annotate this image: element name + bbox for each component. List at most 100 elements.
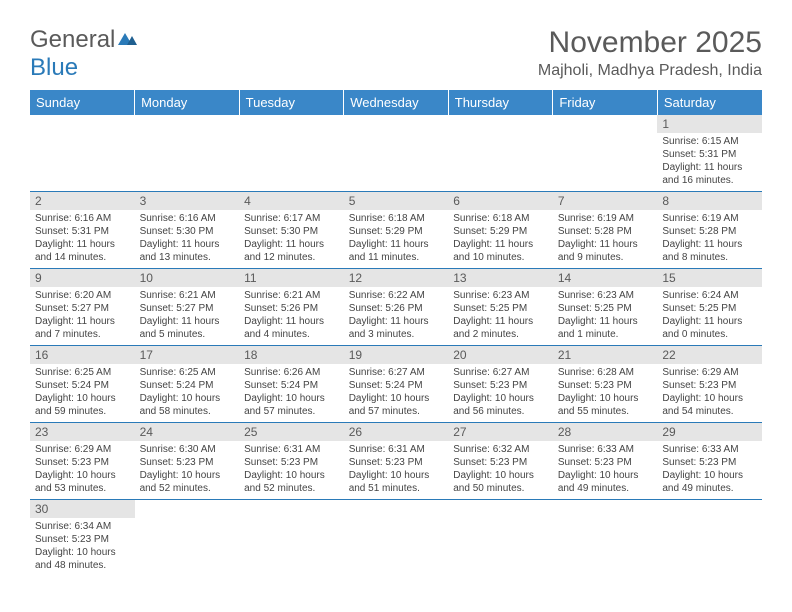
calendar-cell: 14Sunrise: 6:23 AMSunset: 5:25 PMDayligh…	[553, 269, 658, 346]
day-number: 24	[135, 423, 240, 441]
calendar-cell: 28Sunrise: 6:33 AMSunset: 5:23 PMDayligh…	[553, 423, 658, 500]
day-number: 18	[239, 346, 344, 364]
logo-text-general: General	[30, 26, 115, 54]
logo-flag-icon	[118, 31, 140, 47]
day-details: Sunrise: 6:33 AMSunset: 5:23 PMDaylight:…	[553, 441, 658, 499]
calendar-cell: 17Sunrise: 6:25 AMSunset: 5:24 PMDayligh…	[135, 346, 240, 423]
calendar-cell: 22Sunrise: 6:29 AMSunset: 5:23 PMDayligh…	[657, 346, 762, 423]
day-number: 6	[448, 192, 553, 210]
day-details: Sunrise: 6:16 AMSunset: 5:31 PMDaylight:…	[30, 210, 135, 268]
calendar-cell	[657, 500, 762, 577]
calendar-cell: 9Sunrise: 6:20 AMSunset: 5:27 PMDaylight…	[30, 269, 135, 346]
day-details: Sunrise: 6:32 AMSunset: 5:23 PMDaylight:…	[448, 441, 553, 499]
calendar-cell: 3Sunrise: 6:16 AMSunset: 5:30 PMDaylight…	[135, 192, 240, 269]
calendar-cell	[448, 500, 553, 577]
title-block: November 2025 Majholi, Madhya Pradesh, I…	[538, 26, 762, 80]
calendar-cell: 18Sunrise: 6:26 AMSunset: 5:24 PMDayligh…	[239, 346, 344, 423]
calendar-cell: 12Sunrise: 6:22 AMSunset: 5:26 PMDayligh…	[344, 269, 449, 346]
calendar-cell: 27Sunrise: 6:32 AMSunset: 5:23 PMDayligh…	[448, 423, 553, 500]
day-details: Sunrise: 6:19 AMSunset: 5:28 PMDaylight:…	[657, 210, 762, 268]
day-details: Sunrise: 6:27 AMSunset: 5:23 PMDaylight:…	[448, 364, 553, 422]
day-details: Sunrise: 6:18 AMSunset: 5:29 PMDaylight:…	[344, 210, 449, 268]
calendar-cell: 26Sunrise: 6:31 AMSunset: 5:23 PMDayligh…	[344, 423, 449, 500]
calendar-cell: 21Sunrise: 6:28 AMSunset: 5:23 PMDayligh…	[553, 346, 658, 423]
day-details: Sunrise: 6:31 AMSunset: 5:23 PMDaylight:…	[239, 441, 344, 499]
weekday-header: Monday	[135, 90, 240, 115]
day-details: Sunrise: 6:27 AMSunset: 5:24 PMDaylight:…	[344, 364, 449, 422]
calendar-cell: 15Sunrise: 6:24 AMSunset: 5:25 PMDayligh…	[657, 269, 762, 346]
day-number: 29	[657, 423, 762, 441]
weekday-header: Friday	[553, 90, 658, 115]
day-details: Sunrise: 6:29 AMSunset: 5:23 PMDaylight:…	[30, 441, 135, 499]
day-number: 9	[30, 269, 135, 287]
day-number: 16	[30, 346, 135, 364]
day-number: 19	[344, 346, 449, 364]
calendar-cell: 25Sunrise: 6:31 AMSunset: 5:23 PMDayligh…	[239, 423, 344, 500]
calendar-cell	[448, 115, 553, 192]
weekday-header: Wednesday	[344, 90, 449, 115]
day-number: 20	[448, 346, 553, 364]
calendar-cell	[135, 115, 240, 192]
day-details: Sunrise: 6:22 AMSunset: 5:26 PMDaylight:…	[344, 287, 449, 345]
calendar-cell	[239, 500, 344, 577]
day-details: Sunrise: 6:15 AMSunset: 5:31 PMDaylight:…	[657, 133, 762, 191]
calendar-cell: 5Sunrise: 6:18 AMSunset: 5:29 PMDaylight…	[344, 192, 449, 269]
calendar-cell: 1Sunrise: 6:15 AMSunset: 5:31 PMDaylight…	[657, 115, 762, 192]
day-details: Sunrise: 6:34 AMSunset: 5:23 PMDaylight:…	[30, 518, 135, 576]
calendar-cell: 7Sunrise: 6:19 AMSunset: 5:28 PMDaylight…	[553, 192, 658, 269]
calendar-cell: 23Sunrise: 6:29 AMSunset: 5:23 PMDayligh…	[30, 423, 135, 500]
day-details: Sunrise: 6:23 AMSunset: 5:25 PMDaylight:…	[553, 287, 658, 345]
calendar-cell: 19Sunrise: 6:27 AMSunset: 5:24 PMDayligh…	[344, 346, 449, 423]
calendar-cell: 2Sunrise: 6:16 AMSunset: 5:31 PMDaylight…	[30, 192, 135, 269]
calendar-cell: 4Sunrise: 6:17 AMSunset: 5:30 PMDaylight…	[239, 192, 344, 269]
day-number: 28	[553, 423, 658, 441]
calendar-cell: 24Sunrise: 6:30 AMSunset: 5:23 PMDayligh…	[135, 423, 240, 500]
day-details: Sunrise: 6:31 AMSunset: 5:23 PMDaylight:…	[344, 441, 449, 499]
calendar-cell: 29Sunrise: 6:33 AMSunset: 5:23 PMDayligh…	[657, 423, 762, 500]
calendar-table: SundayMondayTuesdayWednesdayThursdayFrid…	[30, 90, 762, 576]
day-number: 14	[553, 269, 658, 287]
day-details: Sunrise: 6:21 AMSunset: 5:27 PMDaylight:…	[135, 287, 240, 345]
calendar-cell: 8Sunrise: 6:19 AMSunset: 5:28 PMDaylight…	[657, 192, 762, 269]
day-details: Sunrise: 6:20 AMSunset: 5:27 PMDaylight:…	[30, 287, 135, 345]
day-details: Sunrise: 6:18 AMSunset: 5:29 PMDaylight:…	[448, 210, 553, 268]
day-number: 22	[657, 346, 762, 364]
calendar-cell: 6Sunrise: 6:18 AMSunset: 5:29 PMDaylight…	[448, 192, 553, 269]
day-number: 8	[657, 192, 762, 210]
calendar-cell	[553, 115, 658, 192]
day-number: 21	[553, 346, 658, 364]
day-details: Sunrise: 6:28 AMSunset: 5:23 PMDaylight:…	[553, 364, 658, 422]
day-number: 23	[30, 423, 135, 441]
day-details: Sunrise: 6:19 AMSunset: 5:28 PMDaylight:…	[553, 210, 658, 268]
calendar-head: SundayMondayTuesdayWednesdayThursdayFrid…	[30, 90, 762, 115]
day-number: 5	[344, 192, 449, 210]
weekday-header: Saturday	[657, 90, 762, 115]
calendar-cell: 11Sunrise: 6:21 AMSunset: 5:26 PMDayligh…	[239, 269, 344, 346]
day-details: Sunrise: 6:30 AMSunset: 5:23 PMDaylight:…	[135, 441, 240, 499]
day-details: Sunrise: 6:23 AMSunset: 5:25 PMDaylight:…	[448, 287, 553, 345]
day-number: 30	[30, 500, 135, 518]
weekday-header: Tuesday	[239, 90, 344, 115]
day-number: 25	[239, 423, 344, 441]
day-details: Sunrise: 6:29 AMSunset: 5:23 PMDaylight:…	[657, 364, 762, 422]
day-number: 1	[657, 115, 762, 133]
day-number: 26	[344, 423, 449, 441]
calendar-cell: 20Sunrise: 6:27 AMSunset: 5:23 PMDayligh…	[448, 346, 553, 423]
day-number: 17	[135, 346, 240, 364]
calendar-cell: 13Sunrise: 6:23 AMSunset: 5:25 PMDayligh…	[448, 269, 553, 346]
calendar-cell	[135, 500, 240, 577]
day-number: 4	[239, 192, 344, 210]
calendar-cell	[30, 115, 135, 192]
logo-text-blue: Blue	[30, 54, 78, 82]
calendar-cell: 30Sunrise: 6:34 AMSunset: 5:23 PMDayligh…	[30, 500, 135, 577]
calendar-cell	[344, 115, 449, 192]
weekday-header: Sunday	[30, 90, 135, 115]
location-subtitle: Majholi, Madhya Pradesh, India	[538, 62, 762, 80]
day-details: Sunrise: 6:25 AMSunset: 5:24 PMDaylight:…	[135, 364, 240, 422]
day-number: 13	[448, 269, 553, 287]
day-number: 11	[239, 269, 344, 287]
day-details: Sunrise: 6:21 AMSunset: 5:26 PMDaylight:…	[239, 287, 344, 345]
weekday-header: Thursday	[448, 90, 553, 115]
day-number: 3	[135, 192, 240, 210]
day-details: Sunrise: 6:25 AMSunset: 5:24 PMDaylight:…	[30, 364, 135, 422]
